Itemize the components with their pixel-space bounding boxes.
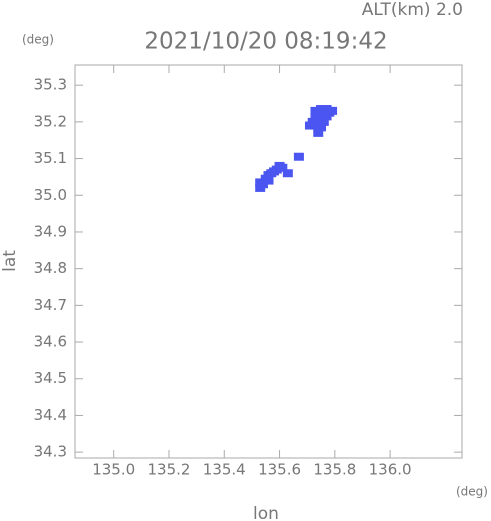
y-tick-label: 35.2 <box>34 112 67 130</box>
y-tick-label: 34.8 <box>34 259 67 277</box>
y-tick-label: 34.7 <box>34 296 67 314</box>
x-tick-label: 135.2 <box>148 461 191 479</box>
x-tick-label: 135.0 <box>92 461 135 479</box>
echo-cell <box>271 165 282 174</box>
echo-cell <box>318 117 329 126</box>
echo-cell <box>263 176 274 185</box>
echo-cell <box>277 163 288 172</box>
y-tick-label: 35.3 <box>34 76 67 94</box>
echo-cell <box>316 123 327 132</box>
y-axis-label: lat <box>0 250 20 272</box>
echo-cell <box>316 105 327 114</box>
y-tick-label: 34.9 <box>34 222 67 240</box>
plot-frame <box>74 64 463 459</box>
x-tick-label: 136.0 <box>369 461 412 479</box>
y-tick-label: 34.5 <box>34 369 67 387</box>
x-axis-label: lon <box>253 504 279 521</box>
y-tick-label: 35.1 <box>34 149 67 167</box>
echo-cell <box>293 152 304 161</box>
x-tick-label: 135.8 <box>313 461 356 479</box>
y-tick-label: 34.6 <box>34 333 67 351</box>
echo-cell <box>304 121 315 130</box>
echo-cell <box>321 112 332 121</box>
chart-title: 2021/10/20 08:19:42 <box>144 29 387 55</box>
echo-cell <box>255 183 266 192</box>
altitude-label: ALT(km) 2.0 <box>362 0 463 20</box>
x-unit: (deg) <box>456 485 488 499</box>
echo-cell <box>282 169 293 178</box>
echo-cell <box>313 128 324 137</box>
y-tick-label: 34.3 <box>34 443 67 461</box>
echo-cell <box>310 121 321 130</box>
x-tick-label: 135.4 <box>203 461 246 479</box>
y-unit: (deg) <box>22 33 54 47</box>
y-tick-label: 34.4 <box>34 406 67 424</box>
echo-cell <box>266 169 277 178</box>
y-tick-label: 35.0 <box>34 186 67 204</box>
x-tick-label: 135.6 <box>258 461 301 479</box>
